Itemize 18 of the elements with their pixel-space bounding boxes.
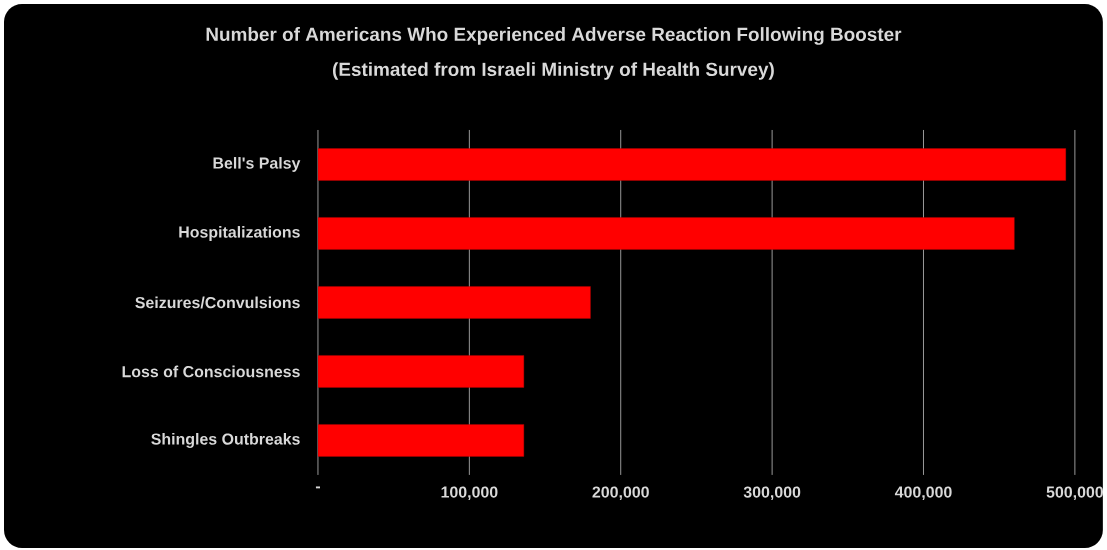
chart-subtitle: (Estimated from Israeli Ministry of Health Survey) [332, 62, 774, 80]
bar [317, 148, 1066, 181]
x-tick-label: 500,000 [1046, 486, 1104, 501]
x-tick-label: 400,000 [894, 486, 952, 501]
bar [317, 424, 525, 457]
x-tick-label: - [315, 486, 320, 489]
y-tick-label: Hospitalizations [179, 226, 300, 241]
bar [317, 286, 591, 319]
chart-title: Number of Americans Who Experienced Adverse Reaction Following Booster [206, 27, 902, 45]
bar [317, 355, 525, 388]
x-tick-label: 300,000 [743, 486, 801, 501]
y-tick-label: Shingles Outbreaks [151, 433, 300, 448]
x-tick-label: 200,000 [592, 486, 649, 501]
bar [317, 217, 1015, 250]
y-tick-label: Seizures/Convulsions [135, 296, 300, 309]
x-tick-label: 100,000 [441, 486, 498, 501]
y-tick-label: Bell's Palsy [213, 157, 301, 172]
y-tick-label: Loss of Consciousness [122, 365, 300, 378]
